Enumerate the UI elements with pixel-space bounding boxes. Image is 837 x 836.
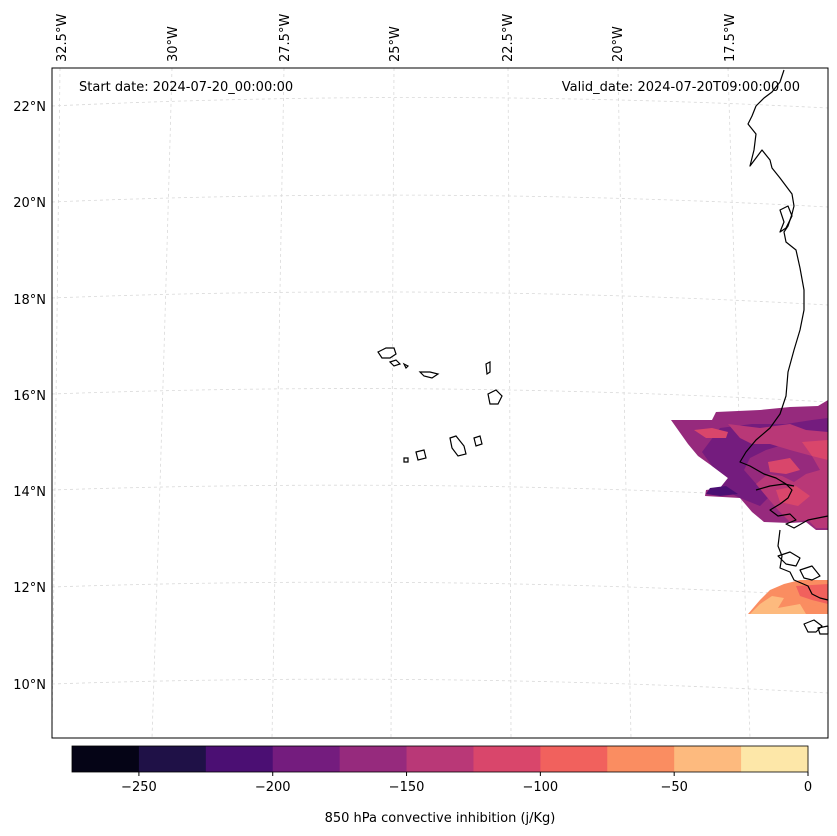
lat-label: 18°N (13, 293, 46, 308)
colorbar-tick-label: −100 (523, 780, 559, 795)
colorbar-segment (138, 746, 207, 772)
map-frame (51, 67, 829, 739)
cin-fill-50-75 (808, 604, 828, 614)
fogo (415, 449, 427, 461)
colorbar-segment (607, 746, 675, 772)
lat-label: 22°N (13, 100, 46, 115)
colorbar-tick-label: 0 (804, 780, 812, 795)
lat-label: 14°N (13, 485, 46, 500)
colorbar-segment (741, 746, 809, 772)
lat-label: 20°N (13, 196, 46, 211)
lat-label: 10°N (13, 678, 46, 693)
colorbar-segment (205, 746, 274, 772)
santa-luzia (402, 362, 410, 370)
valid-date-label: Valid_date: 2024-07-20T09:00:00.00 (562, 80, 800, 95)
longitude-labels: 32.5°W 30°W 27.5°W 25°W 22.5°W 20°W 17.5… (55, 14, 738, 62)
cin-fill-100-125 (802, 440, 828, 460)
colorbar-segment (72, 746, 140, 772)
brava (403, 457, 409, 463)
lon-label: 27.5°W (278, 14, 293, 62)
colorbar-segment (272, 746, 341, 772)
lat-label: 16°N (13, 389, 46, 404)
cin-fill-125-150 (728, 424, 828, 528)
colorbar-segment (339, 746, 408, 772)
colorbar-tick-label: −150 (389, 780, 425, 795)
sao-vicente (388, 359, 402, 367)
colorbar-tick-label: −50 (660, 780, 687, 795)
lon-label: 25°W (388, 26, 403, 62)
cin-fill-25-50 (750, 596, 806, 614)
colorbar (71, 745, 809, 773)
colorbar-tick-label: −250 (121, 780, 157, 795)
boa-vista (487, 389, 503, 405)
cin-fill-100-125 (768, 458, 800, 474)
latitude-labels: 22°N 20°N 18°N 16°N 14°N 12°N 10°N (13, 100, 46, 693)
bijagos-islands (777, 551, 801, 567)
lon-label: 32.5°W (55, 14, 70, 62)
cape-verde-tip (779, 205, 793, 233)
coastlines (739, 69, 829, 635)
guinea-coast (803, 619, 823, 633)
santiago (449, 435, 467, 457)
graticule (51, 67, 829, 739)
lon-label: 22.5°W (501, 14, 516, 62)
sal (485, 361, 491, 376)
cin-fill-175-200 (706, 486, 738, 496)
colorbar-ticks: −250 −200 −150 −100 −50 0 (121, 772, 812, 795)
map-area (52, 68, 828, 738)
start-date-label: Start date: 2024-07-20_00:00:00 (79, 80, 293, 95)
lon-label: 30°W (166, 26, 181, 62)
maio (473, 435, 483, 447)
colorbar-frame (71, 745, 809, 773)
african-coast (739, 69, 829, 529)
lon-label: 17.5°W (723, 14, 738, 62)
colorbar-segment (406, 746, 474, 772)
colorbar-segment (540, 746, 608, 772)
lon-label: 20°W (611, 26, 626, 62)
colorbar-segment (674, 746, 742, 772)
bijagos-islands-2 (799, 565, 821, 581)
sao-nicolau (418, 371, 440, 379)
cin-fill-100-125 (694, 428, 728, 438)
colorbar-tick-label: −200 (255, 780, 291, 795)
cape-verde-islands (377, 347, 503, 463)
colorbar-label: 850 hPa convective inhibition (j/Kg) (325, 811, 556, 826)
guinea-bissau-coast (777, 529, 829, 601)
colorbar-segment (473, 746, 541, 772)
santo-antao (377, 347, 397, 359)
lat-label: 12°N (13, 581, 46, 596)
gambia-river (755, 483, 795, 491)
cin-contours-south (748, 580, 828, 614)
